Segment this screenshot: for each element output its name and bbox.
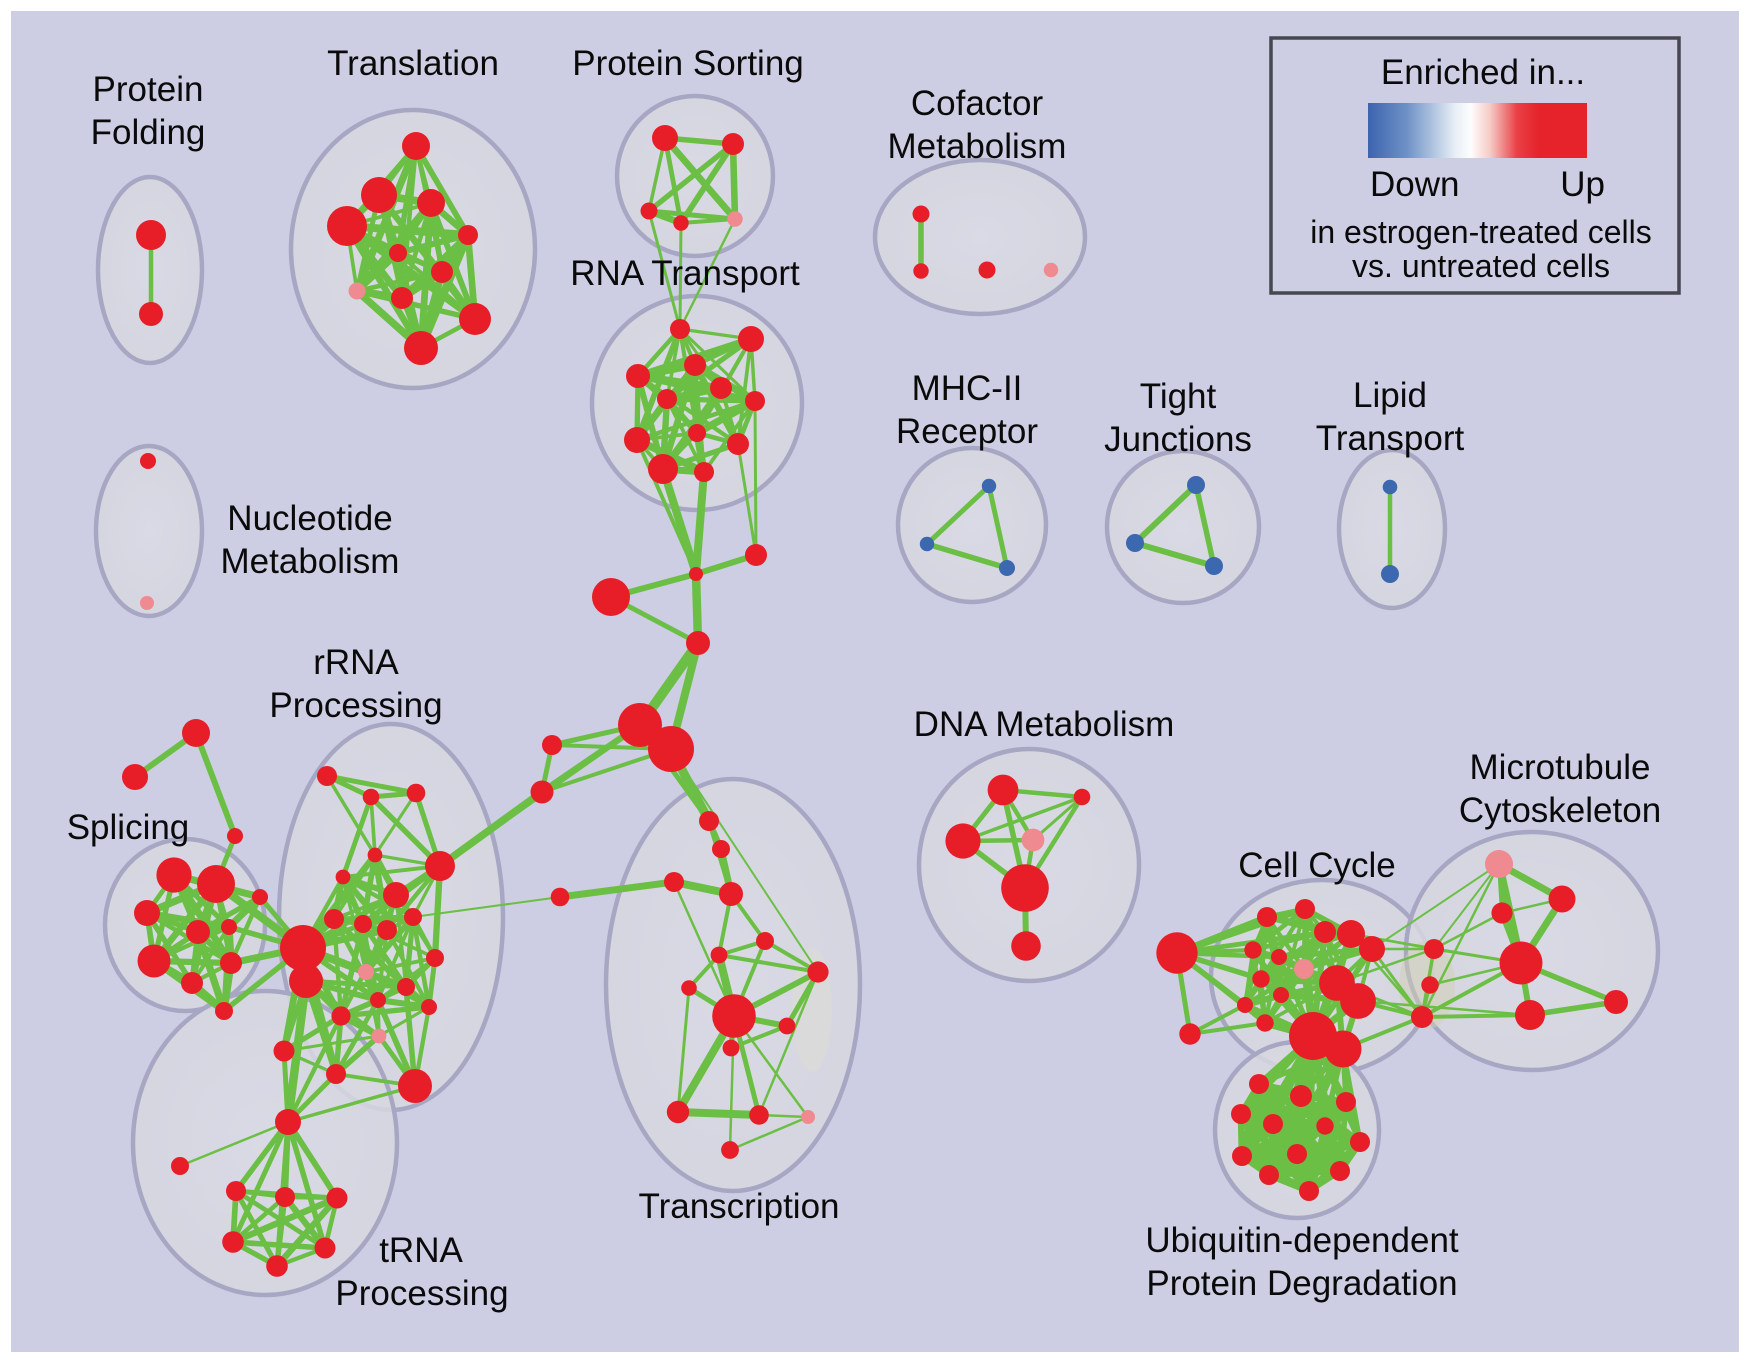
svg-text:Metabolism: Metabolism	[221, 542, 400, 581]
svg-text:Junctions: Junctions	[1104, 420, 1252, 459]
svg-text:Nucleotide: Nucleotide	[227, 499, 392, 538]
svg-text:Folding: Folding	[91, 113, 206, 152]
svg-text:Lipid: Lipid	[1353, 376, 1427, 415]
svg-text:RNA Transport: RNA Transport	[570, 254, 800, 293]
svg-text:Translation: Translation	[327, 44, 499, 83]
svg-text:Receptor: Receptor	[896, 412, 1038, 451]
svg-text:Protein Degradation: Protein Degradation	[1146, 1264, 1457, 1303]
svg-text:Processing: Processing	[269, 686, 442, 725]
svg-text:rRNA: rRNA	[313, 643, 399, 682]
svg-text:Down: Down	[1370, 165, 1459, 204]
svg-text:vs. untreated cells: vs. untreated cells	[1352, 248, 1610, 284]
svg-text:DNA Metabolism: DNA Metabolism	[914, 705, 1175, 744]
svg-text:Metabolism: Metabolism	[888, 127, 1067, 166]
svg-text:Up: Up	[1560, 165, 1605, 204]
svg-text:Splicing: Splicing	[67, 808, 190, 847]
svg-text:in estrogen-treated cells: in estrogen-treated cells	[1310, 214, 1652, 250]
svg-text:tRNA: tRNA	[379, 1231, 463, 1270]
svg-text:Microtubule: Microtubule	[1470, 748, 1651, 787]
svg-text:Cofactor: Cofactor	[911, 84, 1044, 123]
svg-text:Cell Cycle: Cell Cycle	[1238, 846, 1396, 885]
svg-text:Tight: Tight	[1140, 377, 1217, 416]
svg-text:Transcription: Transcription	[639, 1187, 840, 1226]
svg-text:Transport: Transport	[1316, 419, 1465, 458]
svg-text:Protein: Protein	[93, 70, 204, 109]
svg-text:Protein Sorting: Protein Sorting	[572, 44, 804, 83]
svg-text:MHC-II: MHC-II	[912, 369, 1023, 408]
svg-text:Processing: Processing	[335, 1274, 508, 1313]
svg-text:Cytoskeleton: Cytoskeleton	[1459, 791, 1661, 830]
svg-text:Ubiquitin-dependent: Ubiquitin-dependent	[1145, 1221, 1459, 1260]
svg-text:Enriched in...: Enriched in...	[1381, 53, 1585, 92]
